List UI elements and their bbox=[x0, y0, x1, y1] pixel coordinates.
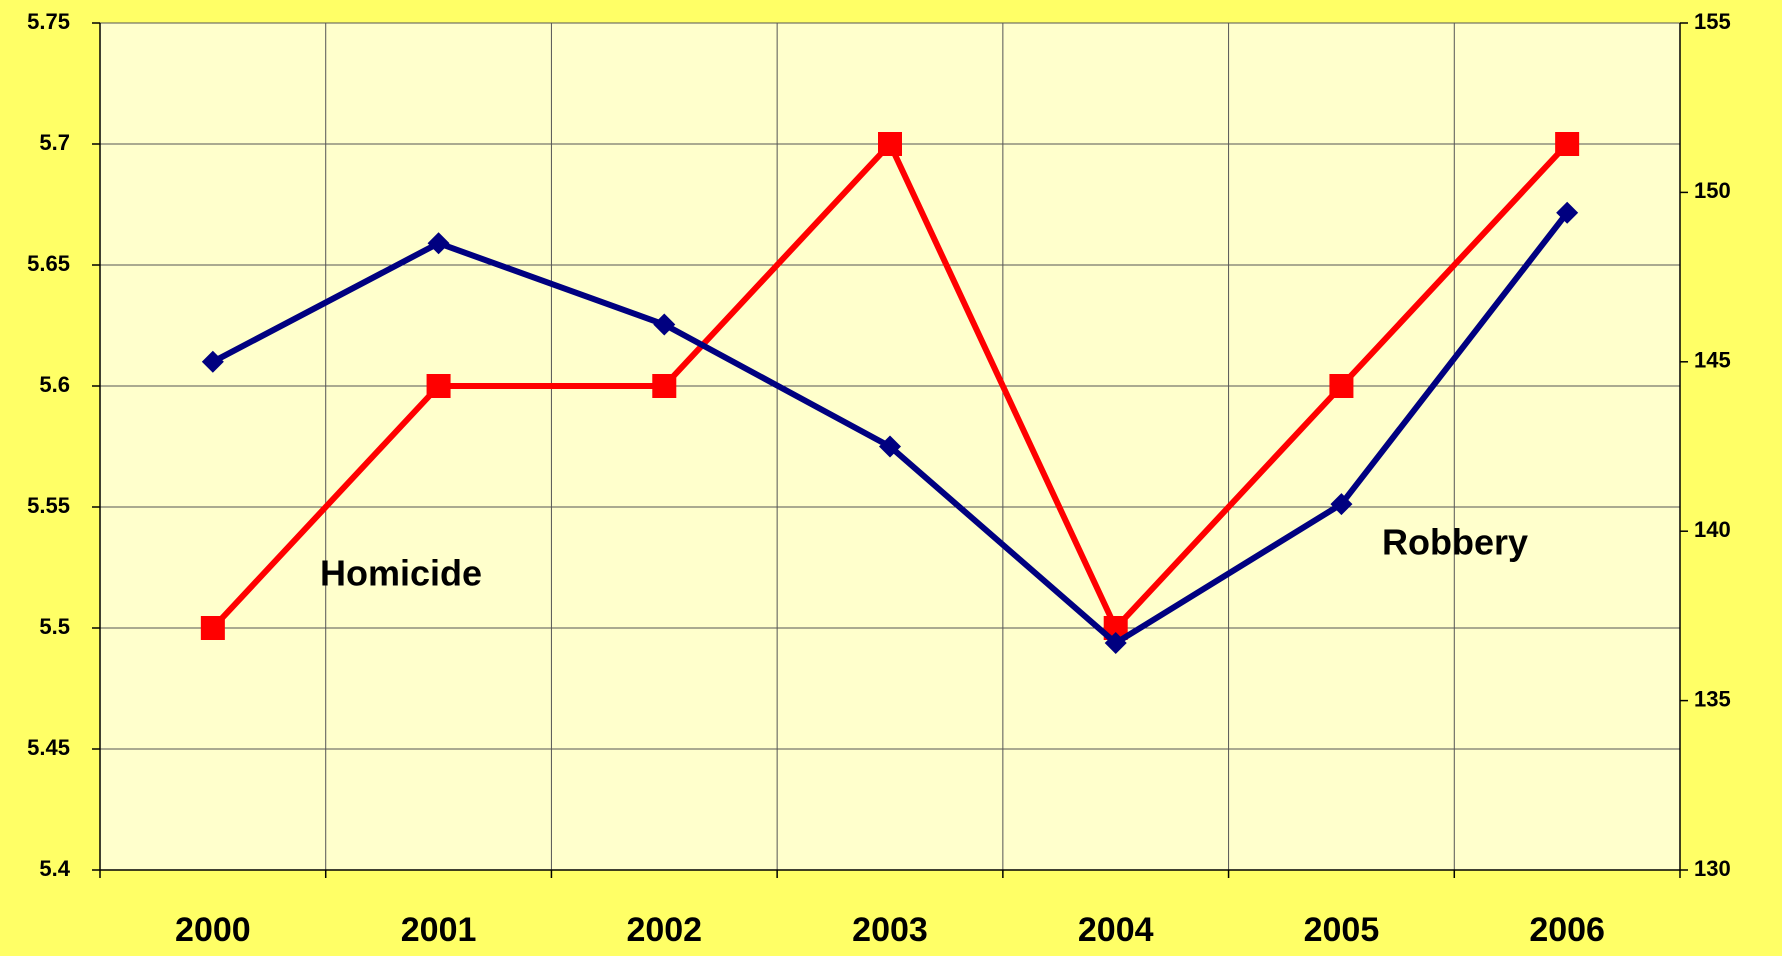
x-tick-label: 2004 bbox=[1078, 911, 1154, 949]
x-tick-label: 2001 bbox=[401, 911, 477, 949]
y2-tick-label: 150 bbox=[1694, 178, 1731, 203]
y-tick-label: 5.65 bbox=[27, 251, 70, 276]
annotation: Robbery bbox=[1382, 522, 1528, 563]
marker bbox=[1330, 493, 1353, 516]
y-tick-label: 5.7 bbox=[39, 130, 70, 155]
annotation: Homicide bbox=[320, 553, 482, 594]
y2-tick-label: 130 bbox=[1694, 856, 1731, 881]
marker bbox=[200, 616, 225, 640]
x-tick-label: 2006 bbox=[1529, 911, 1605, 949]
x-tick-label: 2005 bbox=[1304, 911, 1380, 949]
marker bbox=[1556, 201, 1579, 224]
marker bbox=[653, 313, 676, 336]
x-tick-label: 2002 bbox=[626, 911, 702, 949]
y-tick-label: 5.75 bbox=[27, 9, 70, 34]
marker bbox=[426, 374, 451, 398]
marker bbox=[1329, 374, 1354, 398]
marker bbox=[1555, 132, 1580, 156]
marker bbox=[879, 435, 901, 458]
y-tick-label: 5.5 bbox=[39, 614, 70, 639]
y-tick-label: 5.4 bbox=[39, 856, 70, 881]
marker bbox=[427, 232, 450, 255]
marker bbox=[878, 132, 902, 156]
marker bbox=[1104, 632, 1127, 655]
marker bbox=[201, 350, 224, 373]
y2-tick-label: 155 bbox=[1694, 9, 1731, 34]
x-tick-label: 2003 bbox=[852, 911, 928, 949]
y-tick-label: 5.6 bbox=[39, 372, 70, 397]
y2-tick-label: 145 bbox=[1694, 348, 1731, 373]
marker bbox=[652, 374, 677, 398]
y-tick-label: 5.55 bbox=[27, 493, 70, 518]
y-tick-label: 5.45 bbox=[27, 735, 70, 760]
y2-tick-label: 135 bbox=[1694, 686, 1731, 711]
x-tick-label: 2000 bbox=[175, 911, 251, 949]
y2-tick-label: 140 bbox=[1694, 517, 1731, 542]
